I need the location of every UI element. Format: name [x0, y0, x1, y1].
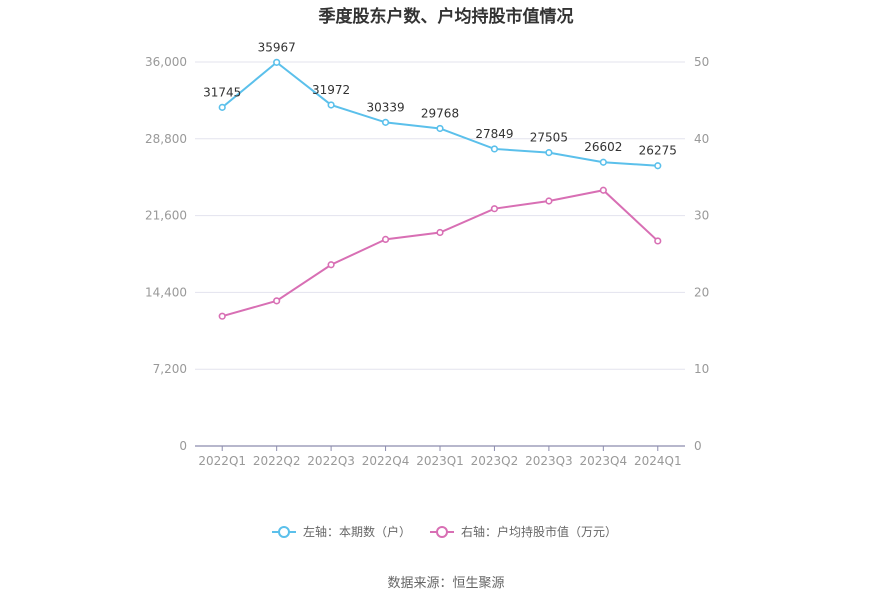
right-tick-label: 10 — [694, 362, 709, 376]
data-point[interactable] — [381, 118, 390, 126]
legend-label: 右轴：户均持股市值（万元） — [461, 524, 617, 539]
data-point[interactable] — [654, 162, 662, 170]
x-tick-label: 2022Q2 — [253, 454, 301, 468]
data-label: 26275 — [639, 144, 677, 158]
data-label: 27849 — [475, 127, 513, 141]
left-tick-label: 21,600 — [145, 209, 187, 223]
legend-marker — [436, 526, 448, 538]
data-label: 29768 — [421, 106, 459, 120]
data-point[interactable] — [545, 149, 553, 157]
data-point[interactable] — [599, 158, 607, 166]
series-line — [221, 189, 659, 318]
data-point[interactable] — [218, 312, 226, 320]
left-tick-label: 7,200 — [153, 362, 187, 376]
x-tick-label: 2022Q3 — [307, 454, 355, 468]
data-point[interactable] — [599, 186, 607, 194]
right-tick-label: 30 — [694, 209, 709, 223]
legend-label: 左轴：本期数（户） — [303, 524, 411, 539]
data-point[interactable] — [218, 103, 226, 111]
x-tick-label: 2022Q4 — [362, 454, 410, 468]
right-tick-label: 40 — [694, 132, 709, 146]
series-right — [218, 186, 662, 320]
series-left: 31745 35967 31972 30339 29768 27849 27505 26602… — [203, 40, 677, 170]
series-layer: 31745 35967 31972 30339 29768 27849 27505 26602… — [203, 40, 677, 320]
x-axis: 2022Q1 2022Q2 2022Q3 2022Q4 2023Q1 2023Q2 2023… — [195, 445, 685, 468]
x-tick-label: 2023Q2 — [471, 454, 519, 468]
left-axis-ticks: 0 7,200 14,400 21,600 28,800 36,000 — [145, 55, 187, 453]
data-point[interactable] — [436, 228, 444, 237]
legend-marker — [278, 526, 290, 538]
data-point[interactable] — [327, 101, 335, 109]
right-axis-ticks: 0 10 20 30 40 50 — [694, 55, 709, 453]
x-tick-label: 2022Q1 — [198, 454, 246, 468]
chart-title: 季度股东户数、户均持股市值情况 — [319, 6, 574, 27]
x-tick-label: 2024Q1 — [634, 454, 682, 468]
x-tick-label: 2023Q1 — [416, 454, 464, 468]
x-tick-label: 2023Q3 — [525, 454, 573, 468]
data-point[interactable] — [273, 297, 281, 305]
data-point[interactable] — [490, 205, 499, 213]
source-note: 数据来源：恒生聚源 — [387, 576, 504, 591]
right-tick-label: 0 — [694, 439, 702, 453]
data-label: 35967 — [258, 40, 296, 54]
legend-item[interactable]: 右轴：户均持股市值（万元） — [430, 524, 617, 539]
left-tick-label: 0 — [179, 439, 187, 453]
data-label: 26602 — [584, 140, 622, 154]
data-point[interactable] — [273, 58, 281, 66]
x-tick-label: 2023Q4 — [580, 454, 628, 468]
data-point[interactable] — [381, 235, 390, 244]
data-point[interactable] — [654, 237, 662, 245]
data-point[interactable] — [327, 261, 335, 269]
data-point[interactable] — [490, 145, 499, 153]
data-label: 31745 — [203, 85, 241, 99]
left-tick-label: 28,800 — [145, 132, 187, 146]
data-label: 30339 — [366, 100, 404, 114]
data-point[interactable] — [436, 124, 444, 133]
right-tick-label: 20 — [694, 285, 709, 299]
right-tick-label: 50 — [694, 55, 709, 69]
left-tick-label: 36,000 — [145, 55, 187, 69]
legend-item[interactable]: 左轴：本期数（户） — [272, 524, 411, 539]
data-label: 31972 — [312, 83, 350, 97]
data-label: 27505 — [530, 131, 568, 145]
data-point[interactable] — [545, 197, 553, 205]
legend[interactable]: 左轴：本期数（户） 右轴：户均持股市值（万元） — [272, 524, 617, 539]
left-tick-label: 14,400 — [145, 285, 187, 299]
